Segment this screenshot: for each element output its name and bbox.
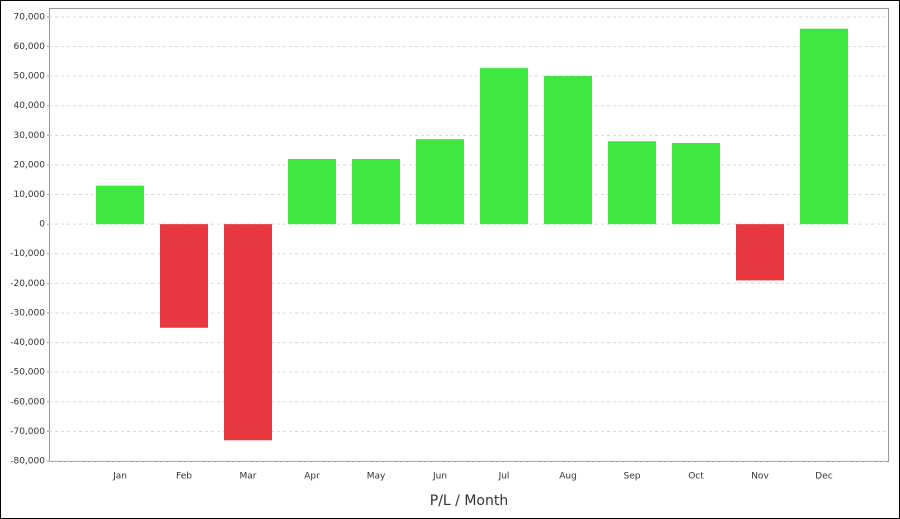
bar — [224, 224, 272, 441]
bar — [96, 185, 144, 225]
y-tick-label: 20,000 — [14, 160, 46, 170]
y-tick-label: 10,000 — [14, 190, 46, 200]
bar — [608, 141, 656, 225]
x-tick-label: Oct — [688, 472, 704, 482]
y-tick-label: 60,000 — [14, 42, 46, 52]
x-tick-label: Jul — [498, 472, 510, 482]
x-tick-label: Dec — [815, 472, 832, 482]
y-tick-label: -60,000 — [10, 397, 45, 407]
y-tick-label: -30,000 — [10, 308, 45, 318]
y-tick-label: 70,000 — [14, 12, 46, 22]
x-tick-label: Apr — [304, 472, 320, 482]
bar — [416, 139, 464, 225]
x-tick-label: Jun — [432, 472, 447, 482]
y-tick-label: -10,000 — [10, 249, 45, 259]
y-tick-label: 0 — [39, 220, 45, 230]
y-tick-label: 30,000 — [14, 131, 46, 141]
bar — [352, 159, 400, 225]
x-tick-label: Mar — [240, 472, 257, 482]
y-tick-label: 40,000 — [14, 101, 46, 111]
bar — [480, 68, 528, 225]
bar — [736, 224, 784, 281]
bar — [672, 143, 720, 225]
y-tick-label: 50,000 — [14, 72, 46, 82]
x-tick-label: Sep — [624, 472, 641, 482]
y-tick-label: -70,000 — [10, 427, 45, 437]
y-tick-label: -40,000 — [10, 338, 45, 348]
bar — [288, 159, 336, 225]
x-tick-label: Nov — [751, 472, 769, 482]
x-axis-title: P/L / Month — [430, 493, 508, 509]
x-tick-label: May — [367, 472, 386, 482]
x-tick-label: Jan — [112, 472, 127, 482]
bar — [544, 76, 592, 225]
bar — [800, 28, 848, 225]
y-tick-label: -80,000 — [10, 457, 45, 467]
y-tick-label: -20,000 — [10, 279, 45, 289]
x-tick-label: Aug — [559, 472, 577, 482]
x-tick-label: Feb — [176, 472, 192, 482]
y-tick-label: -50,000 — [10, 368, 45, 378]
bar — [160, 224, 208, 328]
